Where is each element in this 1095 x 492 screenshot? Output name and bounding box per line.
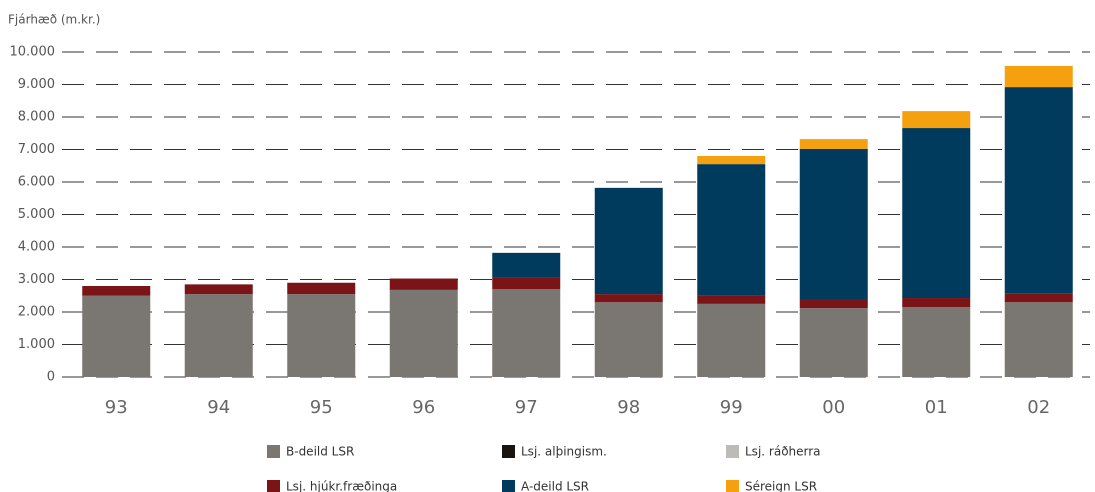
legend-swatch xyxy=(726,480,739,492)
bar-segment xyxy=(492,252,561,278)
y-tick-label: 4.000 xyxy=(18,240,55,255)
bar-segment xyxy=(389,278,458,290)
bar-segment xyxy=(82,295,151,377)
legend-swatch xyxy=(267,445,280,458)
legend-label: Lsj. hjúkr.fræðinga xyxy=(286,480,397,492)
legend-swatch xyxy=(502,480,515,492)
y-tick-label: 7.000 xyxy=(18,142,55,157)
bar-segment xyxy=(902,298,971,308)
bar-segment xyxy=(184,284,253,295)
bar-segment xyxy=(799,139,868,149)
bar-segment xyxy=(594,294,663,303)
x-tick-label: 00 xyxy=(822,397,845,418)
y-tick-label: 9.000 xyxy=(18,77,55,92)
x-tick-label: 97 xyxy=(515,397,538,418)
bar-segment xyxy=(799,148,868,299)
bar-segment xyxy=(902,111,971,129)
y-tick-label: 5.000 xyxy=(18,207,55,222)
bar-segment xyxy=(492,277,561,290)
bar-segment xyxy=(1004,87,1073,294)
legend-label: Lsj. alþingism. xyxy=(521,445,607,459)
bar-segment xyxy=(902,128,971,299)
bar-segment xyxy=(799,308,868,377)
x-tick-label: 98 xyxy=(617,397,640,418)
y-tick-label: 6.000 xyxy=(18,175,55,190)
legend-label: B-deild LSR xyxy=(286,445,354,459)
y-tick-label: 8.000 xyxy=(18,110,55,125)
y-axis-label: Fjárhæð (m.kr.) xyxy=(8,13,100,27)
bar-segment xyxy=(594,187,663,295)
x-tick-label: 96 xyxy=(412,397,435,418)
x-tick-label: 01 xyxy=(925,397,948,418)
bar-segment xyxy=(697,303,766,377)
y-tick-label: 2.000 xyxy=(18,305,55,320)
bar-segment xyxy=(697,156,766,165)
legend-label: Séreign LSR xyxy=(745,480,817,492)
x-tick-label: 94 xyxy=(207,397,230,418)
bar-segment xyxy=(287,282,356,295)
bar-segment xyxy=(287,294,356,377)
bar-segment xyxy=(1004,302,1073,377)
x-tick-label: 99 xyxy=(720,397,743,418)
bar-segment xyxy=(1004,65,1073,88)
bar-segment xyxy=(492,289,561,377)
bar-segment xyxy=(82,286,151,296)
bar-segment xyxy=(184,294,253,377)
bar-segment xyxy=(697,164,766,296)
bar-segment xyxy=(389,289,458,377)
bar-segment xyxy=(799,299,868,309)
legend-swatch xyxy=(267,480,280,492)
x-tick-label: 95 xyxy=(310,397,333,418)
y-tick-label: 3.000 xyxy=(18,272,55,287)
x-tick-label: 93 xyxy=(105,397,128,418)
legend-swatch xyxy=(726,445,739,458)
bar-segment xyxy=(697,295,766,304)
y-tick-label: 1.000 xyxy=(18,337,55,352)
y-tick-label: 0 xyxy=(47,370,55,385)
bar-segment xyxy=(1004,293,1073,303)
legend-swatch xyxy=(502,445,515,458)
bar-segment xyxy=(594,302,663,377)
y-tick-label: 10.000 xyxy=(10,45,56,60)
bar-segment xyxy=(902,307,971,377)
legend-label: A-deild LSR xyxy=(521,480,589,492)
x-tick-label: 02 xyxy=(1027,397,1050,418)
legend-label: Lsj. ráðherra xyxy=(745,445,821,459)
